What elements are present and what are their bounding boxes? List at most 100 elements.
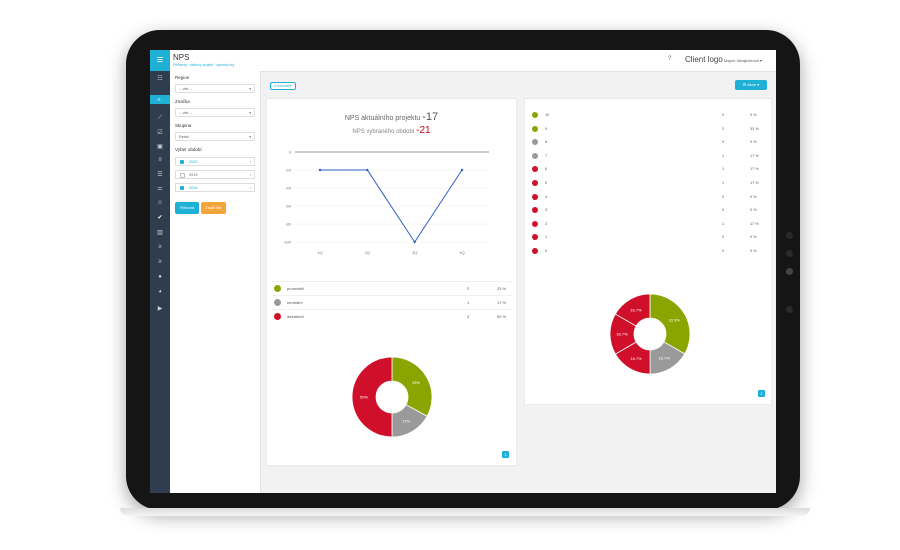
row-label: 3 [545,208,548,213]
sliders-icon[interactable]: ⚌ [157,186,163,192]
row-count: 1 [722,221,725,226]
row-count: 1 [467,300,470,305]
hamburger-icon[interactable]: ≡ [150,50,170,71]
legend-dot-icon [274,313,281,320]
pie-icon[interactable]: ◕ [158,289,162,295]
row-count: 0 [722,140,725,145]
reset-filter-button[interactable]: Zrušit filtr [201,202,226,214]
list-item: 10 0 0 % [530,109,765,122]
legend-dot-icon [532,125,538,132]
nps-period-label: NPS vybraného období [352,129,415,135]
list-item: 3 0 0 % [530,204,765,217]
x-tick-label: 3Q [412,250,417,255]
list-item: 4 0 0 % [530,191,765,204]
row-label: 7 [545,153,548,158]
group-value: Retail [179,135,189,139]
y-tick-label: -100 [283,240,292,245]
bar-chart-icon[interactable]: ▥ [157,230,163,236]
score-card: 10 0 0 % 9 2 33 % 8 0 0 % 7 1 17 % 6 1 17 % 5 1 17 % 4 0 0 %… [524,98,772,405]
row-label: 1 [545,235,548,240]
row-percent: 0 % [750,208,757,213]
row-count: 0 [722,235,725,240]
row-percent: 0 % [750,113,757,117]
legend-dot-icon [532,112,538,118]
thumbs-up-icon[interactable]: ✔ [157,215,163,221]
region-label: Region [175,75,190,80]
row-percent: 33 % [497,286,507,291]
filter-panel: Region -- vše -- ▾ Značka -- vše -- ▾ Skup… [170,71,261,493]
group-label: Skupina [175,123,192,128]
donut-slice [391,356,433,417]
download-icon[interactable]: ⇩ [502,451,509,458]
row-percent: 0 % [750,194,757,199]
filter-icon[interactable]: ≥ [158,259,162,265]
row-label: 4 [545,194,548,199]
list-icon[interactable]: ☷ [157,76,163,82]
line-chart-icon[interactable]: ⟋ [157,115,163,121]
help-icon[interactable]: ? [668,56,672,62]
play-icon[interactable]: ▶ [157,306,163,312]
y-tick-label: -60 [285,204,292,209]
chevron-right-icon: › [249,173,251,177]
row-label: 8 [545,140,548,145]
row-percent: 50 % [497,314,507,319]
row-label: neutrální [287,300,303,305]
checkbox-icon[interactable] [180,173,185,178]
group-select[interactable]: Retail ▾ [175,132,255,141]
smile-icon[interactable]: ☺ [156,200,164,206]
checkbox-icon[interactable] [180,160,184,164]
donut-slice [614,293,651,327]
year-2019[interactable]: 2019 › [175,170,255,179]
download-icon[interactable]: ⇩ [758,390,765,397]
menu-icon[interactable]: ≡ [158,157,162,163]
legend-dot-icon [532,180,538,186]
row-count: 0 [722,249,725,253]
year-label: 2018 [189,186,198,190]
chat-icon[interactable]: ● [158,274,162,280]
year-2018[interactable]: 2018 › [175,183,255,192]
nps-period: NPS vybraného období -21 [267,125,516,136]
row-percent: 17 % [497,300,507,305]
legend-dot-icon [532,234,538,241]
trend-icon[interactable]: ≥ [158,244,162,250]
row-label: 5 [545,181,548,185]
region-select[interactable]: -- vše -- ▾ [175,84,255,93]
list-item: promotéři 2 33 % [272,281,512,296]
brand-select[interactable]: -- vše -- ▾ [175,108,255,117]
nps-project-label: NPS aktuálního projektu [344,115,421,122]
app-screen: ≡ NPS Přehledy · celkový projekt · vybra… [150,50,776,493]
action-button[interactable]: ⚙ Akce ▾ [735,80,767,90]
row-count: 0 [722,208,725,213]
selected-project[interactable]: R.. [150,95,170,104]
x-tick-label: 2Q [365,250,370,255]
row-count: 2 [722,126,725,131]
legend-dot-icon [532,166,538,173]
list-item: 8 0 0 % [530,136,765,149]
user-menu[interactable]: Mojmír Ukrajinčenon ▾ [724,58,762,63]
breadcrumb[interactable]: Přehledy · celkový projekt · vybraný obj… [173,63,236,67]
caret-down-icon: ▾ [249,111,251,115]
forms-tag[interactable]: 4 formuláře [270,82,296,90]
list-item: 9 2 33 % [530,123,765,136]
brand-value: -- vše -- [179,111,193,115]
nps-point [413,240,416,244]
check-icon[interactable]: ☑ [157,130,163,136]
row-count: 1 [722,167,725,172]
chevron-right-icon: › [249,186,251,190]
row-count: 1 [722,181,725,185]
donut-slice [649,293,691,355]
align-icon[interactable]: ☰ [157,172,163,178]
row-label: 6 [545,167,548,172]
checkbox-icon[interactable] [180,186,184,190]
filter-button[interactable]: Filtrovat [175,202,199,214]
row-percent: 0 % [750,140,757,145]
chevron-down-icon: ▾ [757,82,760,87]
side-button [786,306,793,313]
year-2020[interactable]: 2020 › [175,157,255,166]
row-percent: 0 % [750,249,757,253]
y-tick-label: -40 [285,186,292,191]
x-tick-label: 4Q [459,250,464,255]
list-item: detraktoři 3 50 % [272,309,512,324]
side-button [786,250,793,257]
image-icon[interactable]: ▣ [157,144,163,150]
